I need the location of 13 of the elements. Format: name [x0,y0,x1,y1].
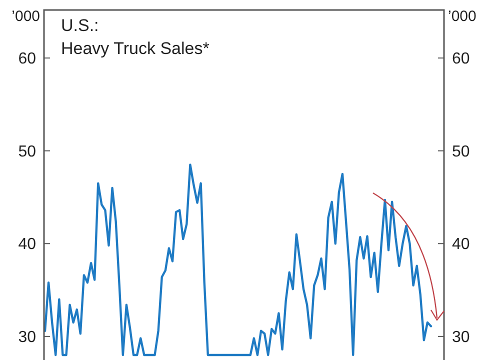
line-series [44,164,432,356]
chart-title: U.S.: [61,16,99,35]
y-tick-label: 30 [18,329,36,346]
y2-tick-label: 40 [452,236,470,254]
y-tick-label: 60 [18,50,36,68]
y-axis-title: ’000 [12,8,40,25]
y2-tick-label: 60 [452,50,470,68]
y-tick-label: 50 [18,143,36,160]
y2-axis-title: ’000 [448,8,476,25]
y2-tick-label: 50 [452,143,470,160]
y-tick-label: 40 [18,236,36,254]
text: Heavy Truck Sales* [61,39,210,58]
y2-tick-label: 30 [452,329,470,346]
